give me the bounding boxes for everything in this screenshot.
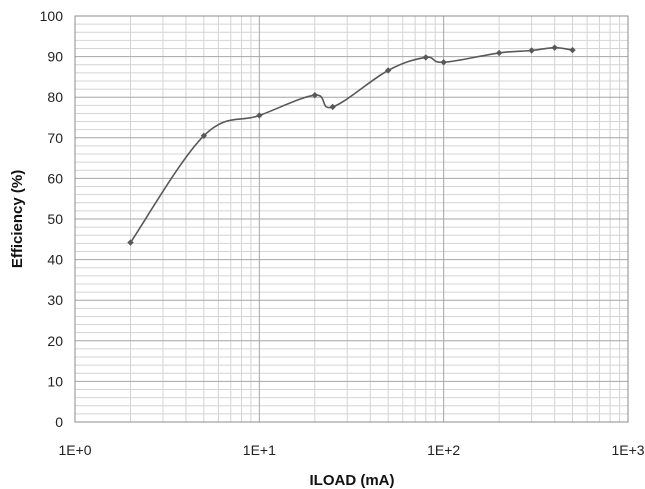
x-tick-label: 1E+3 <box>611 442 644 458</box>
x-axis-title: ILOAD (mA) <box>310 472 395 489</box>
data-point-marker <box>329 103 336 111</box>
y-tick-label: 10 <box>47 373 63 389</box>
x-tick-label: 1E+1 <box>243 442 276 458</box>
y-tick-label: 70 <box>47 130 63 146</box>
y-tick-label: 90 <box>47 49 63 65</box>
y-tick-label: 30 <box>47 292 63 308</box>
data-point-markers <box>127 44 576 246</box>
data-point-marker <box>311 91 319 99</box>
data-point-marker <box>569 46 576 54</box>
data-point-marker <box>495 49 503 57</box>
data-point-marker <box>528 47 535 54</box>
y-tick-label: 20 <box>47 333 63 349</box>
y-tick-label: 80 <box>47 89 63 105</box>
data-point-marker <box>422 54 430 61</box>
y-axis-title: Efficiency (%) <box>9 170 26 268</box>
y-axis-tick-labels: 0 10 20 30 40 50 60 70 80 90 100 <box>40 8 64 430</box>
x-tick-label: 1E+2 <box>427 442 460 458</box>
plot-area-frame <box>74 15 629 423</box>
data-point-marker <box>440 59 447 66</box>
y-tick-label: 60 <box>47 170 63 186</box>
x-tick-label: 1E+0 <box>58 442 91 458</box>
y-tick-label: 0 <box>55 414 63 430</box>
data-point-marker <box>127 239 134 246</box>
data-point-marker <box>200 132 208 139</box>
x-axis-tick-labels: 1E+0 1E+1 1E+2 1E+3 <box>58 442 644 458</box>
y-tick-label: 100 <box>40 8 64 24</box>
data-point-marker <box>551 44 558 51</box>
y-tick-label: 50 <box>47 211 63 227</box>
data-point-marker <box>256 112 263 119</box>
y-tick-label: 40 <box>47 252 63 268</box>
data-point-marker <box>384 67 392 74</box>
